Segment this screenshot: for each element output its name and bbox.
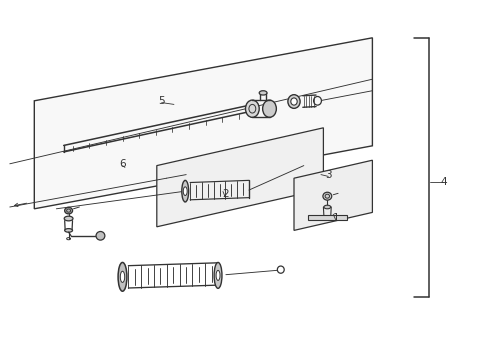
Bar <box>308 215 347 220</box>
Ellipse shape <box>182 180 189 202</box>
Ellipse shape <box>118 262 127 291</box>
Ellipse shape <box>64 216 73 221</box>
Polygon shape <box>294 160 372 230</box>
Ellipse shape <box>121 271 124 282</box>
Ellipse shape <box>259 91 267 95</box>
Text: 5: 5 <box>158 96 165 106</box>
Ellipse shape <box>214 262 222 288</box>
Text: 6: 6 <box>119 159 126 169</box>
Polygon shape <box>34 38 372 209</box>
Ellipse shape <box>183 187 187 195</box>
Ellipse shape <box>323 192 332 200</box>
Ellipse shape <box>263 100 276 117</box>
Ellipse shape <box>245 100 259 117</box>
Text: 2: 2 <box>222 189 229 199</box>
Ellipse shape <box>324 205 331 209</box>
Polygon shape <box>157 128 323 227</box>
Text: 4: 4 <box>440 177 447 187</box>
Text: 3: 3 <box>325 170 332 180</box>
Ellipse shape <box>291 98 297 105</box>
Ellipse shape <box>96 231 105 240</box>
Text: 1: 1 <box>332 213 339 223</box>
Ellipse shape <box>288 95 300 108</box>
Ellipse shape <box>216 270 220 280</box>
Ellipse shape <box>65 207 73 214</box>
Ellipse shape <box>65 229 73 232</box>
